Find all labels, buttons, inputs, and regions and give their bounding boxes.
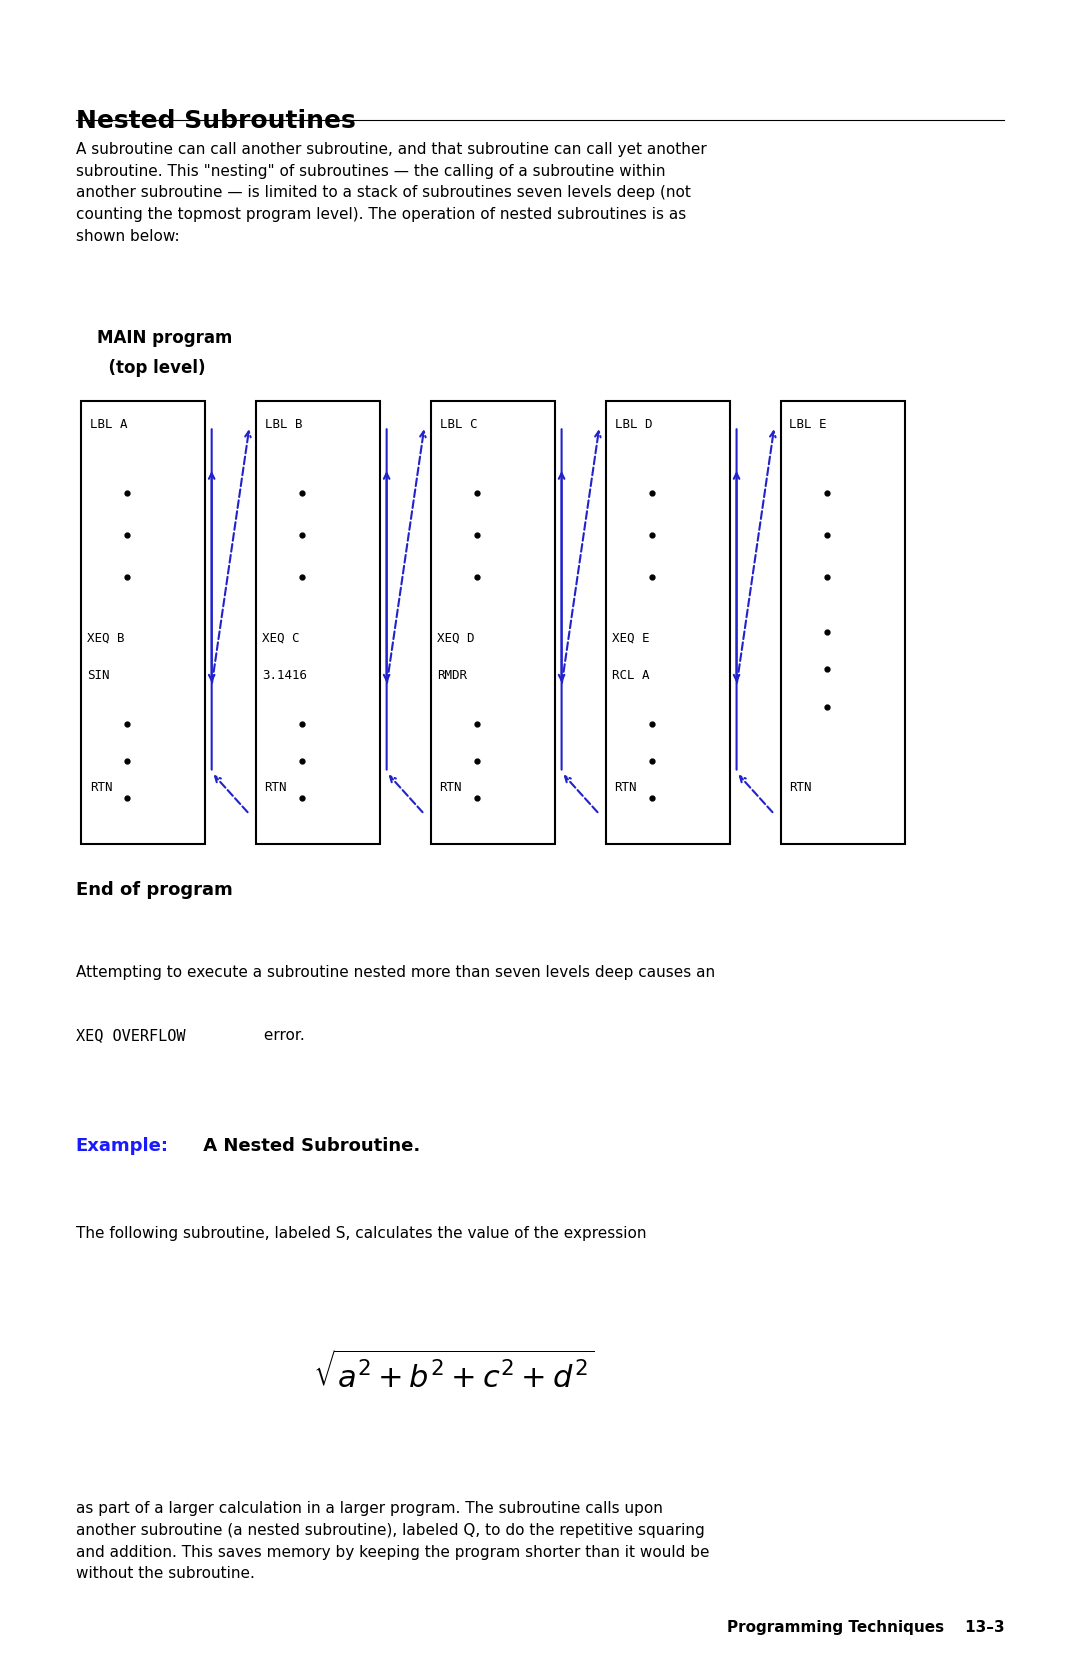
Text: RTN: RTN xyxy=(789,781,812,794)
Text: XEQ OVERFLOW: XEQ OVERFLOW xyxy=(76,1028,185,1043)
Bar xyxy=(256,401,380,844)
Text: The following subroutine, labeled S, calculates the value of the expression: The following subroutine, labeled S, cal… xyxy=(76,1226,646,1241)
Text: MAIN program: MAIN program xyxy=(97,329,232,348)
Text: Programming Techniques    13–3: Programming Techniques 13–3 xyxy=(727,1620,1004,1635)
Text: RTN: RTN xyxy=(440,781,462,794)
Text: RTN: RTN xyxy=(90,781,112,794)
Text: Nested Subroutines: Nested Subroutines xyxy=(76,109,355,132)
Text: Attempting to execute a subroutine nested more than seven levels deep causes an: Attempting to execute a subroutine neste… xyxy=(76,965,715,980)
Text: RTN: RTN xyxy=(265,781,287,794)
Text: A subroutine can call another subroutine, and that subroutine can call yet anoth: A subroutine can call another subroutine… xyxy=(76,142,706,244)
Text: (top level): (top level) xyxy=(97,359,205,378)
Text: RTN: RTN xyxy=(615,781,637,794)
Bar xyxy=(431,401,555,844)
Text: RMDR: RMDR xyxy=(437,669,468,682)
Text: SIN: SIN xyxy=(87,669,110,682)
Text: $\sqrt{a^2 + b^2 + c^2 + d^2}$: $\sqrt{a^2 + b^2 + c^2 + d^2}$ xyxy=(313,1351,594,1393)
Text: Example:: Example: xyxy=(76,1137,168,1155)
Text: XEQ E: XEQ E xyxy=(612,632,650,645)
Text: 3.1416: 3.1416 xyxy=(262,669,308,682)
Text: LBL D: LBL D xyxy=(615,418,652,431)
Text: XEQ D: XEQ D xyxy=(437,632,475,645)
Bar xyxy=(606,401,730,844)
Text: LBL A: LBL A xyxy=(90,418,127,431)
Text: End of program: End of program xyxy=(76,881,232,900)
Text: LBL C: LBL C xyxy=(440,418,477,431)
Text: as part of a larger calculation in a larger program. The subroutine calls upon
a: as part of a larger calculation in a lar… xyxy=(76,1501,710,1582)
Text: RCL A: RCL A xyxy=(612,669,650,682)
Text: XEQ C: XEQ C xyxy=(262,632,300,645)
Text: error.: error. xyxy=(259,1028,305,1043)
Text: LBL E: LBL E xyxy=(789,418,827,431)
Text: A Nested Subroutine.: A Nested Subroutine. xyxy=(197,1137,420,1155)
Text: LBL B: LBL B xyxy=(265,418,302,431)
Text: XEQ B: XEQ B xyxy=(87,632,125,645)
Bar xyxy=(81,401,205,844)
Bar xyxy=(781,401,905,844)
